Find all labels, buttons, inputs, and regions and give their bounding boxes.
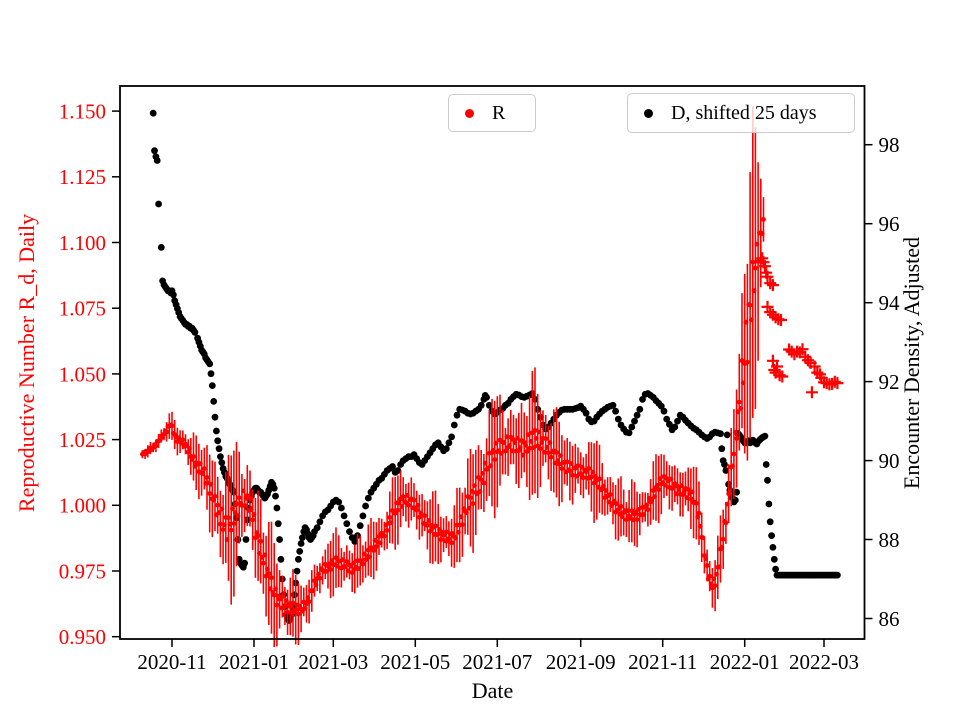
svg-text:0.975: 0.975 (59, 559, 106, 583)
svg-text:2021-07: 2021-07 (462, 650, 532, 674)
svg-text:2021-09: 2021-09 (546, 650, 616, 674)
y-axis-label-left: Reproductive Number R_d, Daily (14, 213, 39, 513)
svg-text:2021-05: 2021-05 (380, 650, 450, 674)
svg-text:2021-01: 2021-01 (219, 650, 289, 674)
svg-text:96: 96 (879, 212, 900, 236)
legend-d: D, shifted 25 days (627, 93, 855, 133)
legend-r-label: R (492, 101, 506, 124)
d-series-dot-icon (644, 108, 653, 118)
svg-text:88: 88 (879, 528, 900, 552)
svg-text:98: 98 (879, 133, 900, 157)
svg-text:1.125: 1.125 (59, 165, 106, 189)
svg-text:94: 94 (879, 291, 901, 315)
r-series-dot-icon (465, 108, 474, 118)
svg-text:2022-01: 2022-01 (710, 650, 780, 674)
svg-text:2020-11: 2020-11 (137, 650, 206, 674)
svg-text:2021-03: 2021-03 (298, 650, 368, 674)
svg-text:2022-03: 2022-03 (789, 650, 859, 674)
svg-text:1.025: 1.025 (59, 428, 106, 452)
svg-text:1.000: 1.000 (59, 494, 106, 518)
svg-text:0.950: 0.950 (59, 625, 106, 649)
y-axis-label-right: Encounter Density, Adjusted (899, 236, 924, 490)
x-axis-label: Date (471, 678, 514, 703)
legend-d-label: D, shifted 25 days (671, 101, 817, 124)
svg-text:90: 90 (879, 449, 900, 473)
svg-text:1.100: 1.100 (59, 231, 106, 255)
svg-text:1.050: 1.050 (59, 362, 106, 386)
svg-text:1.150: 1.150 (59, 99, 106, 123)
svg-text:86: 86 (879, 607, 900, 631)
svg-text:92: 92 (879, 370, 900, 394)
svg-text:2021-11: 2021-11 (628, 650, 697, 674)
svg-text:1.075: 1.075 (59, 297, 106, 321)
legend-r: R (448, 94, 536, 132)
